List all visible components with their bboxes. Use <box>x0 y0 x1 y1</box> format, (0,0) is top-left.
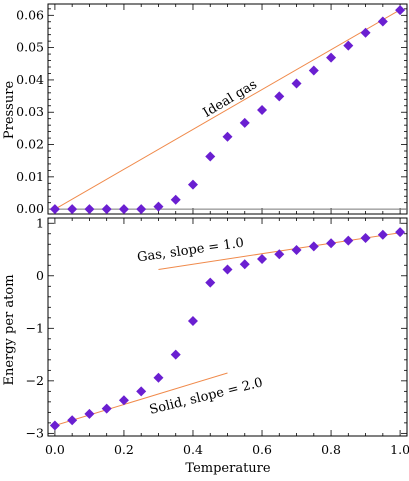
pressure-data-point <box>205 151 216 162</box>
energy-xtick-label: 0.2 <box>114 442 134 457</box>
pressure-data-point <box>274 91 285 102</box>
energy-xtick-label: 0.4 <box>183 442 203 457</box>
energy-ytick-label: −2 <box>26 373 44 388</box>
energy-data-point <box>118 395 129 406</box>
pressure-data-point <box>308 65 319 76</box>
pressure-data-point <box>395 5 406 16</box>
energy-data-point <box>257 253 268 264</box>
pressure-data-point <box>326 52 337 63</box>
energy-data-point <box>67 415 78 426</box>
energy-data-point <box>326 238 337 249</box>
energy-panel: 0.0 0.2 0.4 0.6 0.8 1.0 −3 −2 −1 0 1 Gas, slope = … <box>2 215 409 476</box>
energy-axis-label: Energy per atom <box>2 274 17 385</box>
energy-data-point <box>205 277 216 288</box>
energy-ytick-label: 1 <box>36 215 44 230</box>
pressure-data-point <box>291 78 302 89</box>
pressure-axis-label: Pressure <box>2 81 17 140</box>
energy-data-point <box>187 315 198 326</box>
energy-data-point <box>291 245 302 256</box>
energy-data-point <box>308 241 319 252</box>
energy-data-point <box>153 372 164 383</box>
pressure-ytick-label: 0.04 <box>16 72 44 87</box>
gas-slope-label: Gas, slope = 1.0 <box>136 236 245 266</box>
pressure-data-point <box>257 104 268 115</box>
pressure-ytick-label: 0.01 <box>16 169 44 184</box>
pressure-data-point <box>360 27 371 38</box>
pressure-panel: 0.00 0.01 0.02 0.03 0.04 0.05 0.06 Ideal gas P… <box>2 3 408 216</box>
pressure-ytick-label: 0.02 <box>16 137 44 152</box>
energy-ytick-label: −3 <box>26 425 44 440</box>
ideal-gas-label: Ideal gas <box>201 77 260 121</box>
energy-ytick-label: 0 <box>36 268 44 283</box>
energy-ytick-label: −1 <box>26 320 44 335</box>
pressure-data-point <box>170 194 181 205</box>
pressure-ticks: 0.00 0.01 0.02 0.03 0.04 0.05 0.06 <box>16 4 407 216</box>
energy-xtick-label: 1.0 <box>390 442 409 457</box>
pressure-ytick-label: 0.03 <box>16 104 44 119</box>
pressure-data-point <box>118 204 129 215</box>
energy-data-point <box>84 408 95 419</box>
energy-data-point <box>274 249 285 260</box>
energy-data-point <box>101 403 112 414</box>
pressure-data-point <box>239 117 250 128</box>
pressure-data-point <box>101 204 112 215</box>
energy-data-point <box>239 259 250 270</box>
ideal-gas-line <box>54 9 401 210</box>
pressure-data-point <box>67 204 78 215</box>
pressure-data-point <box>84 204 95 215</box>
energy-data-point <box>49 420 60 431</box>
energy-xtick-label: 0.0 <box>45 442 65 457</box>
pressure-data-point <box>377 16 388 27</box>
pressure-data-point <box>49 204 60 215</box>
pressure-data-point <box>153 201 164 212</box>
energy-data-point <box>360 232 371 243</box>
solid-slope-label: Solid, slope = 2.0 <box>148 375 264 418</box>
energy-data-point <box>170 349 181 360</box>
pressure-data-point <box>343 40 354 51</box>
energy-data-point <box>343 235 354 246</box>
energy-data-point <box>136 386 147 397</box>
pressure-ytick-label: 0.06 <box>16 7 44 22</box>
energy-data-point <box>222 264 233 275</box>
energy-ticks: 0.0 0.2 0.4 0.6 0.8 1.0 −3 −2 −1 0 1 <box>26 215 409 457</box>
temperature-axis-label: Temperature <box>185 461 270 476</box>
energy-xtick-label: 0.8 <box>321 442 341 457</box>
pressure-markers <box>49 5 406 215</box>
pressure-ytick-label: 0.05 <box>16 40 44 55</box>
energy-data-point <box>377 229 388 240</box>
energy-data-point <box>395 227 406 238</box>
pressure-data-point <box>136 204 147 215</box>
energy-xtick-label: 0.6 <box>252 442 272 457</box>
solid-slope-line <box>54 372 228 426</box>
pressure-ytick-label: 0.00 <box>16 201 44 216</box>
pressure-data-point <box>222 131 233 142</box>
pressure-data-point <box>187 179 198 190</box>
energy-markers <box>49 227 406 431</box>
